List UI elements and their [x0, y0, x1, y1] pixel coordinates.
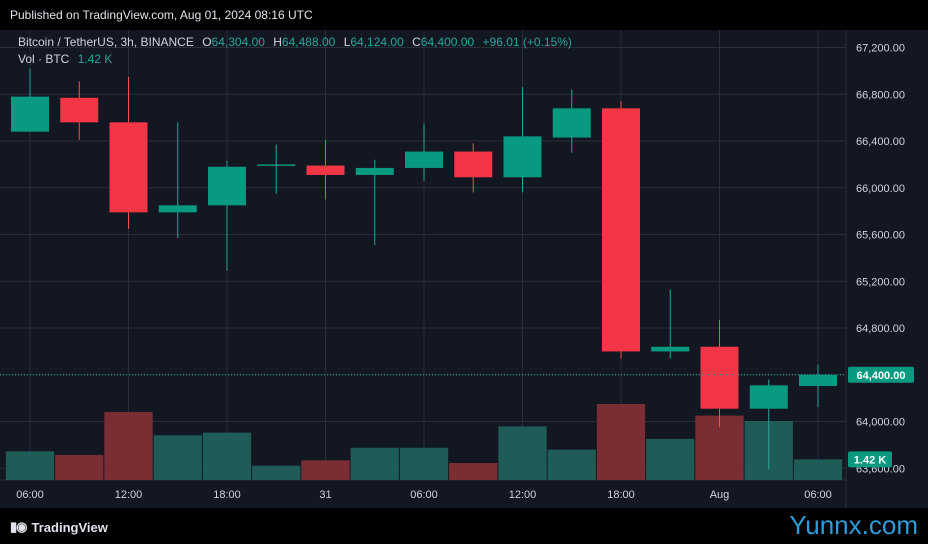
legend-volume-label: Vol · BTC — [18, 52, 70, 66]
time-tick-label: Aug — [710, 489, 730, 501]
legend-high-label: H — [273, 35, 282, 49]
volume-bar — [252, 465, 301, 480]
time-tick-label: 06:00 — [410, 489, 438, 501]
last-price-label: 64,400.00 — [857, 370, 906, 382]
legend-open-label: O — [202, 35, 211, 49]
candle-body — [257, 164, 296, 166]
candle-body — [208, 166, 246, 206]
legend-open-value: 64,304.00 — [212, 35, 266, 49]
legend-high-value: 64,488.00 — [282, 35, 336, 49]
candles — [11, 68, 837, 470]
candle-body — [454, 151, 493, 178]
candle-body — [651, 346, 690, 352]
candle-body — [158, 205, 197, 213]
candle-body — [60, 97, 99, 123]
candle-body — [799, 374, 837, 387]
volume-bar — [55, 454, 104, 480]
last-volume-label: 1.42 K — [854, 454, 886, 466]
price-axis[interactable]: 67,200.00 66,800.00 66,400.00 66,000.00 65,6… — [848, 43, 914, 476]
candle-body — [602, 108, 640, 352]
price-tick-label: 64,800.00 — [856, 323, 905, 335]
svg-text:Vol · BTC 1.42 K: Vol · BTC 1.42 K — [18, 52, 112, 66]
volume-bar — [153, 435, 202, 480]
time-tick-label: 12:00 — [509, 489, 537, 501]
tradingview-logo-icon: ▮◉ — [10, 519, 27, 534]
candle-body — [355, 167, 394, 175]
watermark: Yunnx.com — [789, 510, 918, 540]
time-tick-label: 31 — [319, 489, 331, 501]
volume-bar — [646, 438, 695, 480]
published-info: Published on TradingView.com, Aug 01, 20… — [10, 8, 313, 22]
candle-body — [109, 122, 148, 213]
tradingview-logo-text: TradingView — [31, 519, 108, 535]
legend-symbol: Bitcoin / TetherUS, 3h, BINANCE — [18, 35, 194, 49]
price-tick-label: 64,000.00 — [856, 417, 905, 429]
price-tick-label: 67,200.00 — [856, 43, 905, 55]
volume-bar — [5, 451, 55, 480]
time-tick-label: 18:00 — [607, 489, 635, 501]
last-volume-tag — [848, 451, 892, 468]
legend-low-value: 64,124.00 — [350, 35, 404, 49]
tradingview-logo[interactable]: ▮◉ TradingView — [10, 519, 108, 535]
volume-bar — [547, 449, 596, 480]
volume-bar — [399, 447, 449, 480]
candle-body — [11, 96, 49, 132]
candle-body — [306, 165, 345, 175]
last-price-tag — [848, 366, 914, 383]
price-tick-label: 65,600.00 — [856, 230, 905, 242]
legend: Bitcoin / TetherUS, 3h, BINANCE O64,304.… — [18, 35, 572, 66]
bottom-bar: ▮◉ TradingView Yunnx.com — [0, 508, 928, 544]
volume-bar — [350, 447, 399, 480]
candle-body — [503, 136, 542, 178]
legend-change: +96.01 (+0.15%) — [483, 35, 572, 49]
volume-bar — [793, 459, 843, 480]
candle-body — [749, 385, 788, 409]
candle-body — [405, 151, 443, 168]
time-tick-label: 06:00 — [16, 489, 44, 501]
volume-bar — [104, 412, 153, 480]
candle-body — [700, 346, 739, 409]
price-tick-label: 66,800.00 — [856, 89, 905, 101]
volume-bar — [596, 404, 646, 480]
time-axis[interactable]: 06:00 12:00 18:00 31 06:00 12:00 18:00 Aug 06:00 — [16, 489, 832, 501]
price-tick-label: 65,200.00 — [856, 276, 905, 288]
time-tick-label: 18:00 — [213, 489, 241, 501]
price-tick-label: 66,400.00 — [856, 136, 905, 148]
volume-bar — [498, 426, 547, 480]
candle-body — [552, 108, 591, 138]
price-chart[interactable]: 67,200.00 66,800.00 66,400.00 66,000.00 65,6… — [0, 30, 928, 508]
volume-bar — [202, 432, 252, 480]
legend-low-label: L — [344, 35, 351, 49]
time-tick-label: 06:00 — [804, 489, 832, 501]
legend-close-value: 64,400.00 — [421, 35, 475, 49]
time-tick-label: 12:00 — [115, 489, 143, 501]
legend-volume-value: 1.42 K — [78, 52, 113, 66]
volume-bars — [5, 404, 843, 480]
volume-bar — [449, 463, 498, 480]
legend-close-label: C — [412, 35, 421, 49]
top-bar: Published on TradingView.com, Aug 01, 20… — [0, 0, 928, 30]
volume-bar — [301, 460, 350, 480]
svg-text:Bitcoin / TetherUS, 3h, BINANC: Bitcoin / TetherUS, 3h, BINANCE O64,304.… — [18, 35, 572, 49]
price-tick-label: 66,000.00 — [856, 183, 905, 195]
